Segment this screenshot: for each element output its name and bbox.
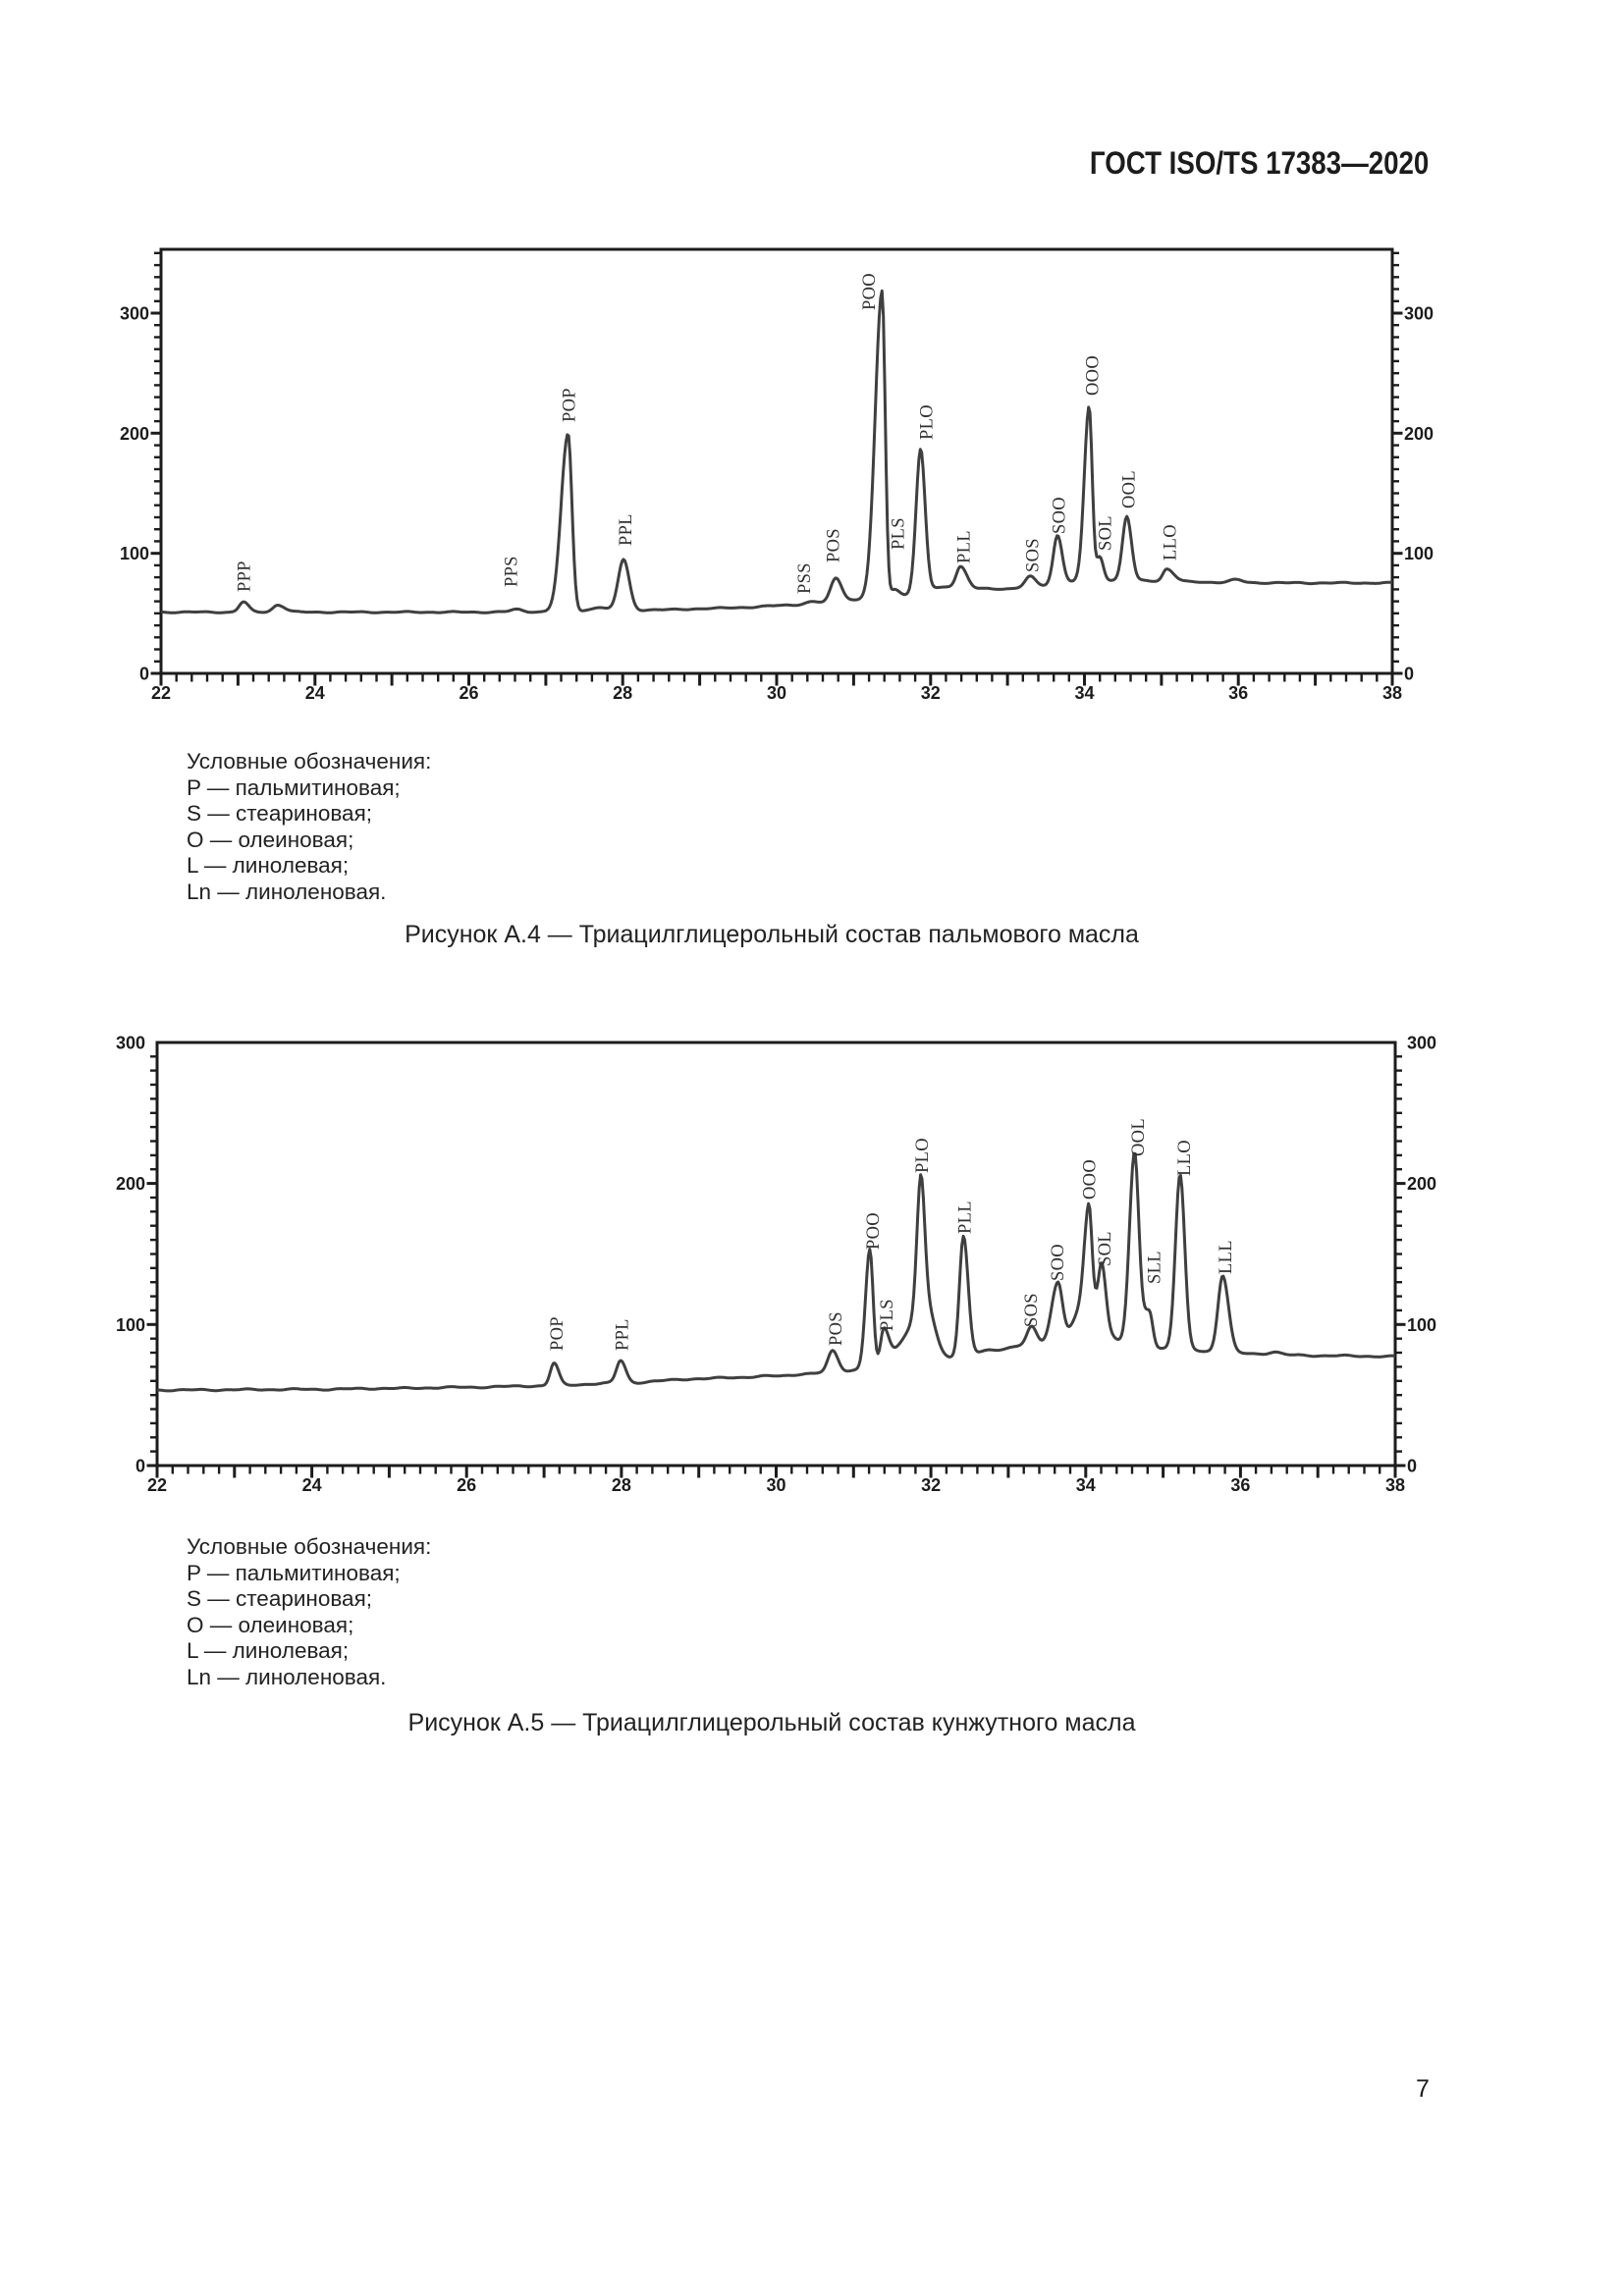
svg-text:0: 0 [1407,1457,1417,1476]
svg-text:PLO: PLO [918,404,938,440]
svg-text:24: 24 [305,683,325,703]
svg-text:PLL: PLL [955,530,975,563]
svg-text:OOL: OOL [1129,1118,1149,1156]
svg-text:PLO: PLO [913,1138,933,1173]
svg-text:200: 200 [1404,424,1434,444]
svg-text:38: 38 [1385,1475,1405,1495]
svg-text:32: 32 [921,1475,941,1495]
svg-text:PSS: PSS [795,562,815,594]
svg-text:POO: POO [860,273,880,310]
svg-text:LLO: LLO [1175,1140,1195,1176]
svg-text:SOS: SOS [1024,538,1044,572]
svg-text:PPS: PPS [503,556,522,587]
svg-text:OOO: OOO [1081,1159,1101,1200]
svg-text:SOL: SOL [1097,515,1116,551]
svg-text:32: 32 [921,683,941,703]
svg-text:POS: POS [827,1311,846,1346]
svg-text:OOL: OOL [1120,470,1140,508]
svg-text:200: 200 [1407,1174,1436,1194]
svg-text:300: 300 [1407,1033,1436,1052]
svg-text:SOO: SOO [1049,1244,1068,1281]
svg-text:34: 34 [1074,683,1094,703]
svg-text:OOO: OOO [1084,355,1104,396]
svg-text:100: 100 [1407,1315,1436,1335]
svg-text:22: 22 [151,683,171,703]
svg-text:300: 300 [116,1033,145,1052]
svg-text:36: 36 [1230,1475,1250,1495]
svg-text:24: 24 [302,1475,322,1495]
svg-text:PLL: PLL [956,1201,976,1234]
svg-text:0: 0 [139,665,149,684]
svg-text:300: 300 [1404,304,1434,324]
svg-text:26: 26 [459,683,478,703]
svg-text:POP: POP [561,388,580,422]
svg-text:26: 26 [457,1475,476,1495]
svg-text:34: 34 [1076,1475,1096,1495]
svg-text:SOO: SOO [1051,497,1070,534]
svg-text:LLL: LLL [1217,1240,1236,1274]
svg-text:PPP: PPP [236,561,255,592]
svg-text:200: 200 [116,1174,145,1194]
svg-text:LLO: LLO [1162,524,1181,561]
svg-text:300: 300 [120,304,149,324]
svg-text:PPL: PPL [617,513,636,546]
svg-text:SLL: SLL [1146,1251,1165,1284]
svg-text:POS: POS [825,528,844,562]
svg-text:36: 36 [1228,683,1248,703]
svg-text:28: 28 [613,683,632,703]
svg-text:PPL: PPL [614,1318,633,1351]
svg-text:30: 30 [767,683,786,703]
svg-text:0: 0 [135,1457,145,1476]
svg-text:POP: POP [548,1316,568,1351]
svg-text:100: 100 [1404,544,1434,563]
svg-text:30: 30 [766,1475,785,1495]
svg-text:38: 38 [1382,683,1402,703]
svg-text:PLS: PLS [878,1299,897,1331]
svg-text:SOL: SOL [1096,1231,1115,1266]
svg-text:28: 28 [612,1475,631,1495]
svg-text:200: 200 [120,424,149,444]
svg-text:0: 0 [1404,665,1414,684]
svg-text:22: 22 [147,1475,167,1495]
svg-text:100: 100 [116,1315,145,1335]
svg-text:SOS: SOS [1022,1293,1042,1327]
svg-text:100: 100 [120,544,149,563]
svg-text:POO: POO [864,1212,884,1250]
svg-text:PLS: PLS [890,517,909,550]
